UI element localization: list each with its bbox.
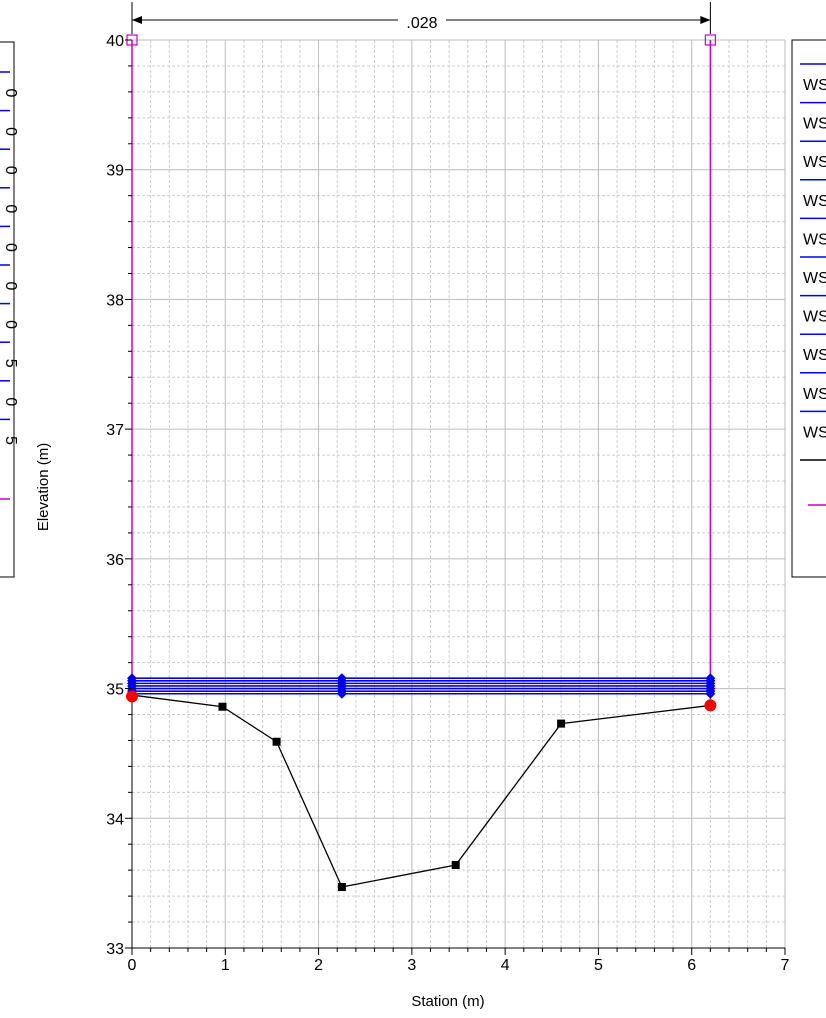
legend-left-label: 0 [2, 282, 19, 291]
x-axis-title: Station (m) [411, 993, 484, 1010]
grid-major [131, 39, 786, 949]
x-tick-label: 3 [407, 957, 416, 974]
ground-point [451, 860, 460, 869]
x-tick-label: 6 [687, 957, 696, 974]
ground-point [337, 883, 346, 892]
y-axis-title: Elevation (m) [35, 443, 52, 531]
legend-right-label: WS [803, 270, 826, 287]
legend-right-label: WS [803, 77, 826, 94]
y-tick-label: 39 [106, 163, 124, 180]
legend-left: 0 0 0 0 0 0 0 5 0 5 [0, 41, 19, 578]
dimension-annotation: .028 [131, 2, 711, 34]
legend-left-label: 5 [2, 359, 19, 368]
legend-right-label: WS [803, 116, 826, 133]
ground-point [557, 719, 566, 728]
x-tick-label: 4 [501, 957, 510, 974]
y-tick-label: 36 [106, 552, 124, 569]
x-tick-label: 2 [314, 957, 323, 974]
ground-point [272, 737, 281, 746]
bank-stations [126, 690, 717, 712]
water-surface-series [127, 673, 716, 699]
x-tick-label: 5 [594, 957, 603, 974]
dimension-arrow-left [132, 16, 142, 24]
legend-right-frame [791, 39, 826, 578]
y-tick-label: 34 [106, 811, 124, 828]
water-surface-point [705, 688, 716, 699]
legend-left-label: 0 [2, 243, 19, 252]
grid-minor [132, 40, 785, 948]
legend-right-label: WS [803, 154, 826, 171]
legend-right-label: WS [803, 231, 826, 248]
legend-left-label: 0 [2, 320, 19, 329]
ground-line [131, 694, 711, 888]
y-tick-label: 35 [106, 682, 124, 699]
legend-right-label: WS [803, 386, 826, 403]
x-tick-label: 1 [221, 957, 230, 974]
x-tick-label: 0 [128, 957, 137, 974]
legend-right-label: WS [803, 424, 826, 441]
ineffective-limits [126, 34, 716, 706]
legend-left-label: 0 [2, 204, 19, 213]
dimension-arrow-right [700, 16, 711, 24]
x-tick-label: 7 [781, 957, 790, 974]
y-tick-label: 33 [106, 941, 124, 958]
legend-right-label: WS [803, 309, 826, 326]
plot-frame [131, 40, 785, 949]
dimension-label: .028 [406, 15, 437, 32]
y-tick-label: 37 [106, 422, 124, 439]
legend-left-label: 0 [2, 89, 19, 98]
legend-right-label: WS [803, 347, 826, 364]
legend-left-label: 0 [2, 127, 19, 136]
ground-profile [128, 691, 715, 892]
legend-left-label: 0 [2, 397, 19, 406]
legend-left-frame [0, 41, 15, 578]
legend-left-label: 0 [2, 166, 19, 175]
y-tick-label: 38 [106, 292, 124, 309]
bank-station-marker [704, 699, 717, 712]
legend-left-label: 5 [2, 436, 19, 445]
legend-right: WS WS WS WS WS WS WS WS WS WS [791, 39, 826, 578]
ground-point [218, 702, 227, 711]
ineffective-limit-marker [704, 34, 716, 46]
legend-right-label: WS [803, 193, 826, 210]
bank-station-marker [126, 690, 138, 703]
water-surface-point [336, 688, 347, 699]
y-tick-label: 40 [106, 33, 124, 50]
